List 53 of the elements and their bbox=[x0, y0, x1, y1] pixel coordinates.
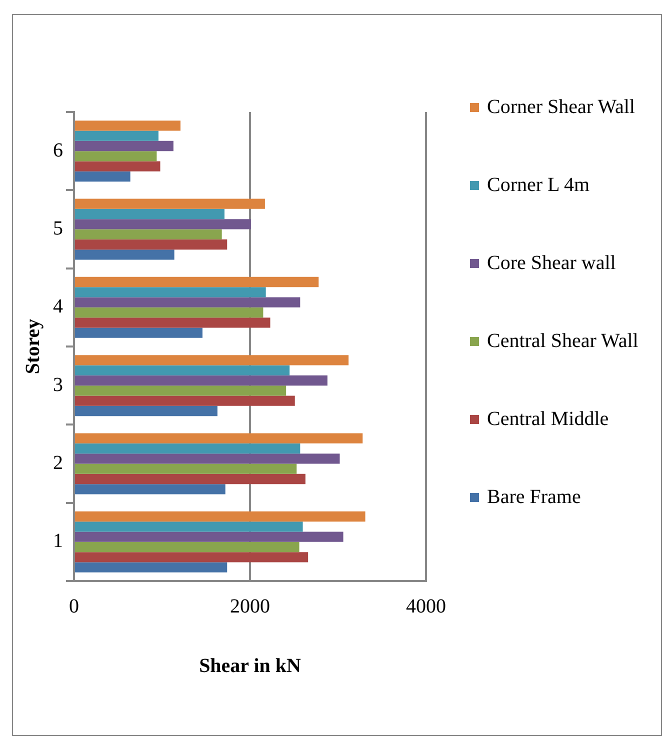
y-tick-label: 2 bbox=[53, 452, 63, 474]
bar bbox=[75, 307, 264, 318]
bar bbox=[75, 552, 308, 562]
bar bbox=[75, 287, 266, 298]
bar bbox=[75, 375, 328, 386]
bar bbox=[75, 454, 340, 464]
bar bbox=[75, 151, 157, 162]
bar bbox=[75, 532, 344, 542]
legend-label: Corner Shear Wall bbox=[487, 96, 635, 119]
bar bbox=[75, 511, 366, 522]
legend-label: Bare Frame bbox=[487, 486, 581, 509]
bar bbox=[75, 276, 319, 288]
x-axis-title: Shear in kN bbox=[199, 655, 302, 678]
bar bbox=[75, 386, 286, 396]
bar bbox=[75, 318, 270, 328]
y-tick-label: 4 bbox=[53, 296, 63, 318]
bar bbox=[75, 171, 130, 182]
bar bbox=[75, 406, 218, 416]
bar bbox=[75, 198, 265, 209]
bar bbox=[75, 562, 228, 572]
bar bbox=[75, 474, 306, 484]
y-tick-label: 5 bbox=[53, 218, 63, 240]
legend-label: Corner L 4m bbox=[487, 174, 590, 197]
bar bbox=[75, 229, 222, 240]
bar bbox=[75, 464, 297, 474]
bar bbox=[75, 219, 251, 230]
bar bbox=[75, 250, 174, 260]
bar bbox=[75, 297, 300, 308]
legend-label: Central Shear Wall bbox=[487, 330, 638, 353]
bar bbox=[75, 328, 202, 338]
bar bbox=[75, 522, 303, 532]
bar bbox=[75, 355, 349, 366]
bar bbox=[75, 120, 180, 131]
x-tick-label: 2000 bbox=[230, 595, 270, 618]
bar bbox=[75, 365, 290, 376]
bar bbox=[75, 140, 174, 152]
y-axis-title: Storey bbox=[22, 318, 44, 374]
x-tick-label: 4000 bbox=[406, 595, 446, 618]
y-tick-label: 1 bbox=[53, 530, 63, 552]
legend-label: Central Middle bbox=[487, 408, 609, 431]
x-tick-label: 0 bbox=[69, 595, 79, 618]
bar bbox=[75, 433, 363, 444]
y-tick-label: 3 bbox=[53, 374, 63, 396]
bar bbox=[75, 208, 224, 220]
y-tick-label: 6 bbox=[53, 139, 63, 162]
bar bbox=[75, 484, 226, 494]
bar bbox=[75, 443, 300, 454]
bar bbox=[75, 396, 295, 406]
legend-label: Core Shear wall bbox=[487, 252, 616, 275]
bar bbox=[75, 161, 160, 172]
bar bbox=[75, 542, 300, 552]
bar bbox=[75, 130, 158, 141]
bar bbox=[75, 239, 228, 250]
